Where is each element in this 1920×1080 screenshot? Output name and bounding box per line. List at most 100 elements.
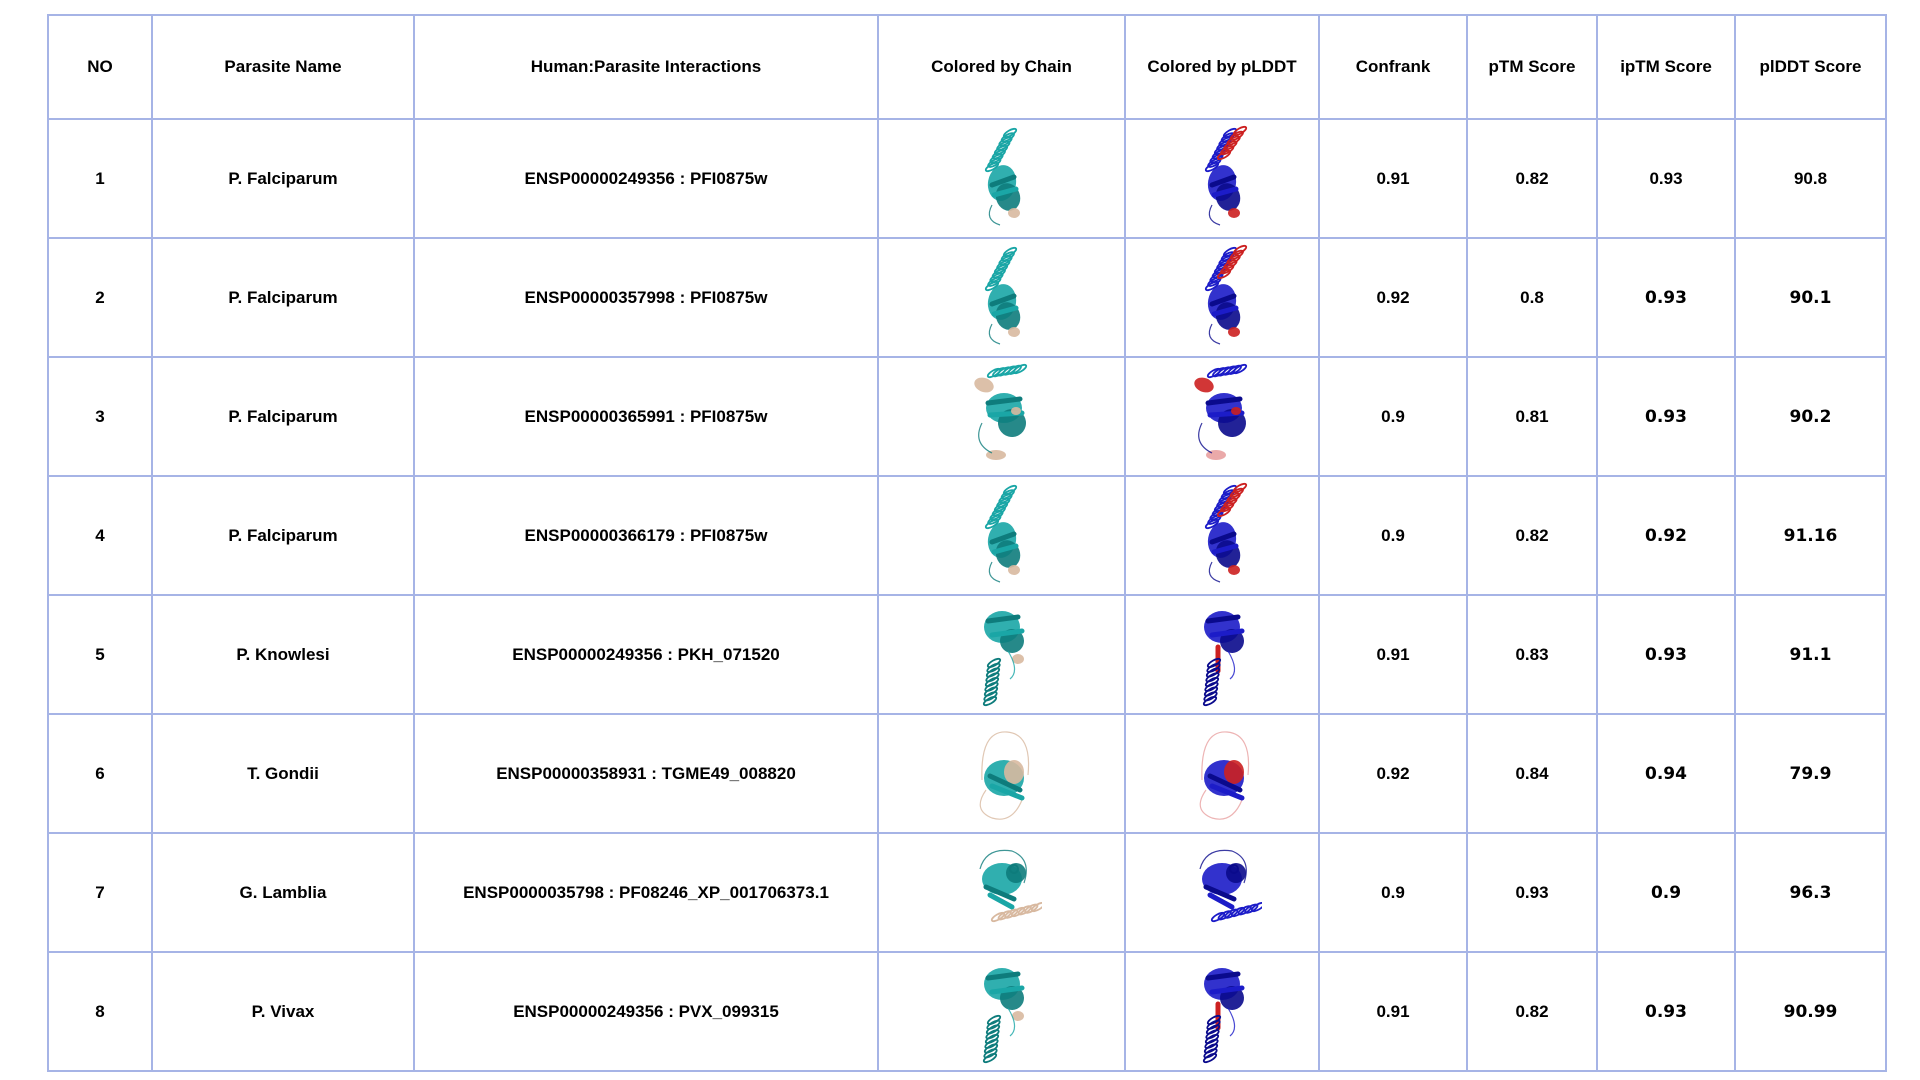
cell-ptm-score: 0.82 xyxy=(1466,118,1598,239)
cell-interaction: ENSP00000249356 : PFI0875w xyxy=(413,118,879,239)
plddt-colored-structure-image xyxy=(1199,730,1250,820)
chain-colored-structure-image xyxy=(978,849,1042,922)
cell-plddt-score: 90.99 xyxy=(1734,951,1887,1072)
header-colored-by-chain: Colored by Chain xyxy=(877,14,1126,120)
cell-chain-structure xyxy=(877,118,1126,239)
cell-plddt-structure xyxy=(1124,356,1320,477)
cell-plddt-score: 91.1 xyxy=(1734,594,1887,715)
cell-parasite-name: P. Falciparum xyxy=(151,475,415,596)
results-table: NO Parasite Name Human:Parasite Interact… xyxy=(47,14,1887,1072)
cell-no: 2 xyxy=(47,237,153,358)
cell-plddt-score: 90.8 xyxy=(1734,118,1887,239)
cell-confrank: 0.91 xyxy=(1318,118,1468,239)
cell-iptm-score: 0.92 xyxy=(1596,475,1736,596)
cell-interaction: ENSP00000249356 : PKH_071520 xyxy=(413,594,879,715)
cell-parasite-name: P. Knowlesi xyxy=(151,594,415,715)
cell-iptm-score: 0.93 xyxy=(1596,594,1736,715)
cell-iptm-score: 0.9 xyxy=(1596,832,1736,953)
cell-confrank: 0.9 xyxy=(1318,356,1468,477)
cell-interaction: ENSP00000366179 : PFI0875w xyxy=(413,475,879,596)
cell-chain-structure xyxy=(877,356,1126,477)
cell-parasite-name: P. Vivax xyxy=(151,951,415,1072)
header-row: NO Parasite Name Human:Parasite Interact… xyxy=(47,14,1887,120)
cell-iptm-score: 0.93 xyxy=(1596,951,1736,1072)
cell-no: 1 xyxy=(47,118,153,239)
cell-no: 5 xyxy=(47,594,153,715)
cell-ptm-score: 0.82 xyxy=(1466,475,1598,596)
cell-plddt-structure xyxy=(1124,237,1320,358)
cell-ptm-score: 0.81 xyxy=(1466,356,1598,477)
cell-interaction: ENSP00000357998 : PFI0875w xyxy=(413,237,879,358)
table-row: 3 P. Falciparum ENSP00000365991 : PFI0875w… xyxy=(47,356,1887,477)
plddt-colored-structure-image xyxy=(1202,610,1245,706)
cell-plddt-score: 90.1 xyxy=(1734,237,1887,358)
cell-plddt-structure xyxy=(1124,951,1320,1072)
header-no: NO xyxy=(47,14,153,120)
table-row: 4 P. Falciparum ENSP00000366179 : PFI0875w… xyxy=(47,475,1887,596)
table-row: 7 G. Lamblia ENSP0000035798 : PF08246_XP_0… xyxy=(47,832,1887,953)
cell-plddt-score: 96.3 xyxy=(1734,832,1887,953)
cell-interaction: ENSP00000365991 : PFI0875w xyxy=(413,356,879,477)
cell-parasite-name: P. Falciparum xyxy=(151,237,415,358)
table-row: 6 T. Gondii ENSP00000358931 : TGME49_00882… xyxy=(47,713,1887,834)
table-row: 2 P. Falciparum ENSP00000357998 : PFI0875w… xyxy=(47,237,1887,358)
cell-confrank: 0.92 xyxy=(1318,713,1468,834)
table-row: 5 P. Knowlesi ENSP00000249356 : PKH_071520… xyxy=(47,594,1887,715)
cell-chain-structure xyxy=(877,713,1126,834)
cell-plddt-score: 79.9 xyxy=(1734,713,1887,834)
cell-no: 4 xyxy=(47,475,153,596)
cell-ptm-score: 0.83 xyxy=(1466,594,1598,715)
header-ptm-score: pTM Score xyxy=(1466,14,1598,120)
cell-interaction: ENSP00000249356 : PVX_099315 xyxy=(413,951,879,1072)
cell-confrank: 0.91 xyxy=(1318,594,1468,715)
cell-plddt-structure xyxy=(1124,594,1320,715)
cell-confrank: 0.92 xyxy=(1318,237,1468,358)
plddt-colored-structure-image xyxy=(1202,967,1245,1063)
chain-colored-structure-image xyxy=(982,967,1024,1063)
cell-chain-structure xyxy=(877,237,1126,358)
cell-chain-structure xyxy=(877,594,1126,715)
header-plddt-score: plDDT Score xyxy=(1734,14,1887,120)
cell-ptm-score: 0.84 xyxy=(1466,713,1598,834)
cell-iptm-score: 0.93 xyxy=(1596,237,1736,358)
plddt-colored-structure-image xyxy=(1204,482,1248,583)
chain-colored-structure-image xyxy=(979,730,1029,820)
chain-colored-structure-image xyxy=(984,127,1020,226)
cell-plddt-score: 90.2 xyxy=(1734,356,1887,477)
chain-colored-structure-image xyxy=(984,484,1020,583)
cell-no: 7 xyxy=(47,832,153,953)
cell-plddt-structure xyxy=(1124,118,1320,239)
cell-ptm-score: 0.8 xyxy=(1466,237,1598,358)
cell-chain-structure xyxy=(877,832,1126,953)
cell-chain-structure xyxy=(877,951,1126,1072)
cell-iptm-score: 0.93 xyxy=(1596,118,1736,239)
cell-iptm-score: 0.94 xyxy=(1596,713,1736,834)
cell-plddt-score: 91.16 xyxy=(1734,475,1887,596)
header-confrank: Confrank xyxy=(1318,14,1468,120)
cell-iptm-score: 0.93 xyxy=(1596,356,1736,477)
header-interactions: Human:Parasite Interactions xyxy=(413,14,879,120)
table-row: 1 P. Falciparum ENSP00000249356 : PFI0875w… xyxy=(47,118,1887,239)
cell-interaction: ENSP0000035798 : PF08246_XP_001706373.1 xyxy=(413,832,879,953)
cell-confrank: 0.9 xyxy=(1318,475,1468,596)
chain-colored-structure-image xyxy=(973,363,1027,460)
header-parasite-name: Parasite Name xyxy=(151,14,415,120)
table-body: 1 P. Falciparum ENSP00000249356 : PFI0875w… xyxy=(47,118,1887,1072)
cell-confrank: 0.9 xyxy=(1318,832,1468,953)
header-colored-by-plddt: Colored by pLDDT xyxy=(1124,14,1320,120)
plddt-colored-structure-image xyxy=(1204,125,1248,226)
chain-colored-structure-image xyxy=(982,610,1024,706)
cell-interaction: ENSP00000358931 : TGME49_008820 xyxy=(413,713,879,834)
cell-confrank: 0.91 xyxy=(1318,951,1468,1072)
cell-parasite-name: P. Falciparum xyxy=(151,118,415,239)
cell-plddt-structure xyxy=(1124,832,1320,953)
cell-ptm-score: 0.93 xyxy=(1466,832,1598,953)
cell-parasite-name: T. Gondii xyxy=(151,713,415,834)
cell-parasite-name: G. Lamblia xyxy=(151,832,415,953)
cell-plddt-structure xyxy=(1124,713,1320,834)
chain-colored-structure-image xyxy=(984,246,1020,345)
cell-no: 6 xyxy=(47,713,153,834)
cell-no: 3 xyxy=(47,356,153,477)
table-row: 8 P. Vivax ENSP00000249356 : PVX_099315 0.9… xyxy=(47,951,1887,1072)
plddt-colored-structure-image xyxy=(1199,849,1262,922)
